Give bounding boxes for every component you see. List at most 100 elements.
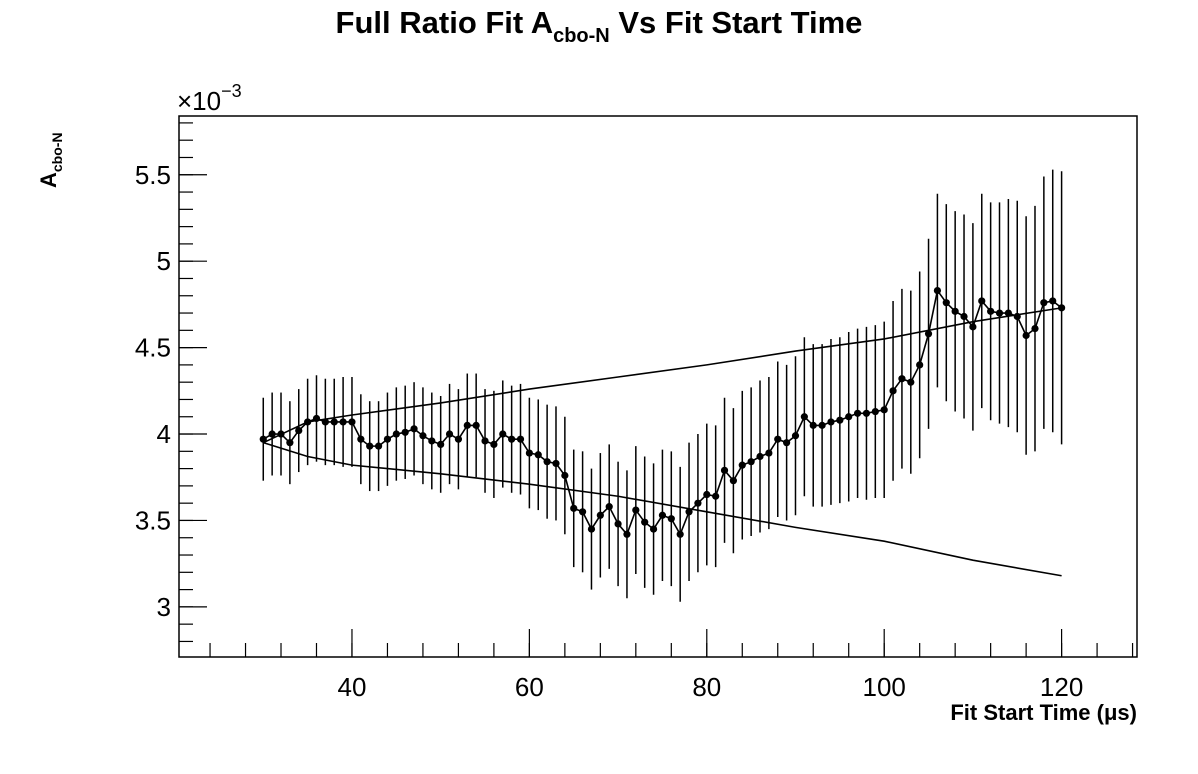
data-point <box>259 435 267 443</box>
data-point <box>286 439 294 447</box>
data-point <box>570 504 578 512</box>
data-point <box>765 449 773 457</box>
y-axis-title-main: A <box>36 172 61 188</box>
data-point <box>579 508 587 516</box>
data-point <box>454 435 463 443</box>
data-point <box>1040 299 1048 307</box>
chart-title-suffix: Vs Fit Start Time <box>610 5 863 40</box>
data-point <box>942 299 950 307</box>
band-curve-1 <box>262 307 1062 444</box>
data-point <box>756 452 764 461</box>
data-point <box>783 439 791 447</box>
y-multiplier-base: ×10 <box>177 86 221 116</box>
data-point <box>667 515 675 523</box>
data-point <box>960 312 968 321</box>
plot-frame <box>178 115 1138 658</box>
data-point <box>499 430 507 438</box>
chart-title-prefix: Full Ratio Fit A <box>336 5 554 40</box>
error-bars <box>262 169 1063 602</box>
data-point <box>508 435 516 443</box>
data-point <box>703 490 711 499</box>
data-point <box>428 437 436 445</box>
data-point <box>330 418 338 426</box>
data-point <box>862 409 871 417</box>
data-point <box>463 421 471 429</box>
data-point <box>694 499 702 507</box>
y-tick-label: 3 <box>157 592 171 622</box>
data-point <box>437 440 445 449</box>
y-tick-label: 5.5 <box>135 160 171 190</box>
x-tick-label: 80 <box>692 672 721 702</box>
data-point <box>1031 324 1039 333</box>
data-point <box>969 323 977 331</box>
data-point <box>552 459 560 468</box>
data-point <box>605 503 613 511</box>
data-point <box>587 525 596 533</box>
data-point <box>543 458 551 466</box>
x-axis-title: Fit Start Time (μs) <box>950 700 1137 725</box>
data-point <box>614 520 622 528</box>
x-tick-label: 100 <box>862 672 905 702</box>
x-tick-label: 40 <box>338 672 367 702</box>
data-point <box>951 307 959 315</box>
data-point <box>1022 331 1030 340</box>
data-point <box>561 471 569 480</box>
data-point <box>978 297 986 305</box>
data-point <box>791 432 800 440</box>
data-point <box>366 442 374 450</box>
data-point <box>312 414 321 423</box>
y-axis-title-subscript: cbo-N <box>49 132 65 172</box>
y-tick-label: 3.5 <box>135 505 171 535</box>
data-point <box>321 418 329 426</box>
data-point <box>534 451 542 459</box>
y-tick-label: 5 <box>157 246 171 276</box>
data-point <box>1004 309 1012 317</box>
data-point <box>481 437 489 445</box>
data-point <box>339 418 347 426</box>
data-point <box>383 435 392 443</box>
data-point <box>490 440 498 449</box>
data-point <box>676 530 684 538</box>
axis-ticks <box>179 122 1134 657</box>
data-point <box>685 508 693 516</box>
data-point <box>658 511 667 519</box>
axis-tick-labels: 40 60 80 100 120 3 3.5 4 4.5 5 5.5 <box>135 160 1083 702</box>
data-point <box>472 421 480 429</box>
data-point <box>987 307 995 315</box>
data-point <box>818 421 826 429</box>
data-point <box>800 413 808 421</box>
data-point <box>924 330 933 338</box>
data-point <box>774 435 782 443</box>
data-point <box>809 421 817 429</box>
data-point <box>410 425 418 433</box>
data-point <box>401 428 409 436</box>
data-point <box>1049 297 1057 305</box>
data-point <box>596 511 604 519</box>
data-point <box>277 430 285 438</box>
data-point <box>845 413 853 421</box>
data-point <box>729 477 737 485</box>
data-point <box>357 435 365 443</box>
data-point <box>880 406 888 414</box>
data-point <box>295 426 303 435</box>
data-point <box>419 432 427 440</box>
data-point <box>738 461 746 469</box>
data-point <box>374 442 383 450</box>
y-tick-label: 4 <box>157 419 171 449</box>
data-point <box>933 286 942 295</box>
data-point <box>348 418 356 426</box>
chart-title-subscript: cbo-N <box>553 25 610 47</box>
data-point <box>445 430 454 438</box>
data-point <box>641 518 649 526</box>
data-point <box>1058 304 1066 312</box>
data-point <box>1013 312 1021 321</box>
chart-title: Full Ratio Fit Acbo-N Vs Fit Start Time <box>336 5 863 47</box>
data-point <box>649 525 658 533</box>
y-axis-title: Acbo-N <box>36 132 65 188</box>
data-point <box>827 418 835 426</box>
data-point <box>268 430 276 438</box>
data-point <box>632 506 640 514</box>
y-tick-label: 4.5 <box>135 333 171 363</box>
data-point <box>712 492 720 500</box>
data-point <box>525 449 533 457</box>
